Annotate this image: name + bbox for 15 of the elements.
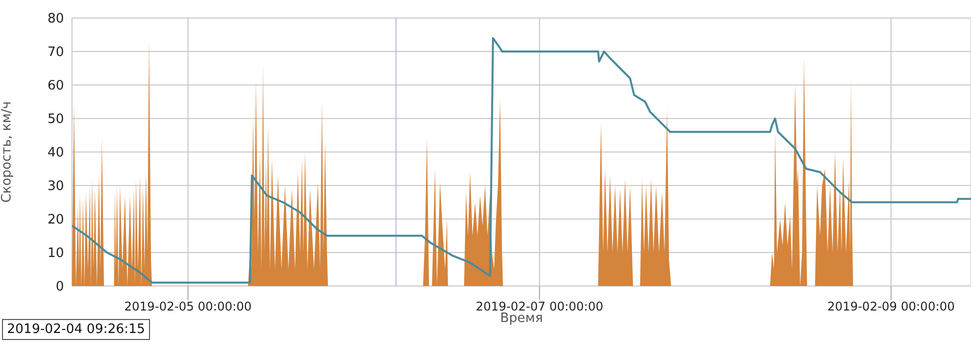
text: 2019-02-04 09:26:15 bbox=[2, 319, 150, 340]
x-axis-title: Время bbox=[500, 311, 543, 326]
y-tick-label: 40 bbox=[47, 146, 64, 161]
x-tick-label: 2019-02-05 00:00:00 bbox=[124, 300, 252, 314]
x-tick-label: 2019-02-07 00:00:00 bbox=[476, 300, 604, 314]
y-tick-label: 80 bbox=[47, 12, 64, 27]
y-tick-label: 10 bbox=[47, 246, 64, 262]
x-tick-label: 2019-02-09 00:00:00 bbox=[827, 300, 955, 314]
y-tick-label: 50 bbox=[47, 112, 64, 128]
y-tick-label: 70 bbox=[47, 45, 64, 60]
y-tick-label: 30 bbox=[47, 179, 64, 194]
y-tick-label: 60 bbox=[47, 78, 64, 94]
y-tick-label: 20 bbox=[47, 212, 64, 228]
y-axis-title: Скорость, км/ч bbox=[0, 101, 15, 203]
y-tick-label: 0 bbox=[56, 280, 64, 295]
